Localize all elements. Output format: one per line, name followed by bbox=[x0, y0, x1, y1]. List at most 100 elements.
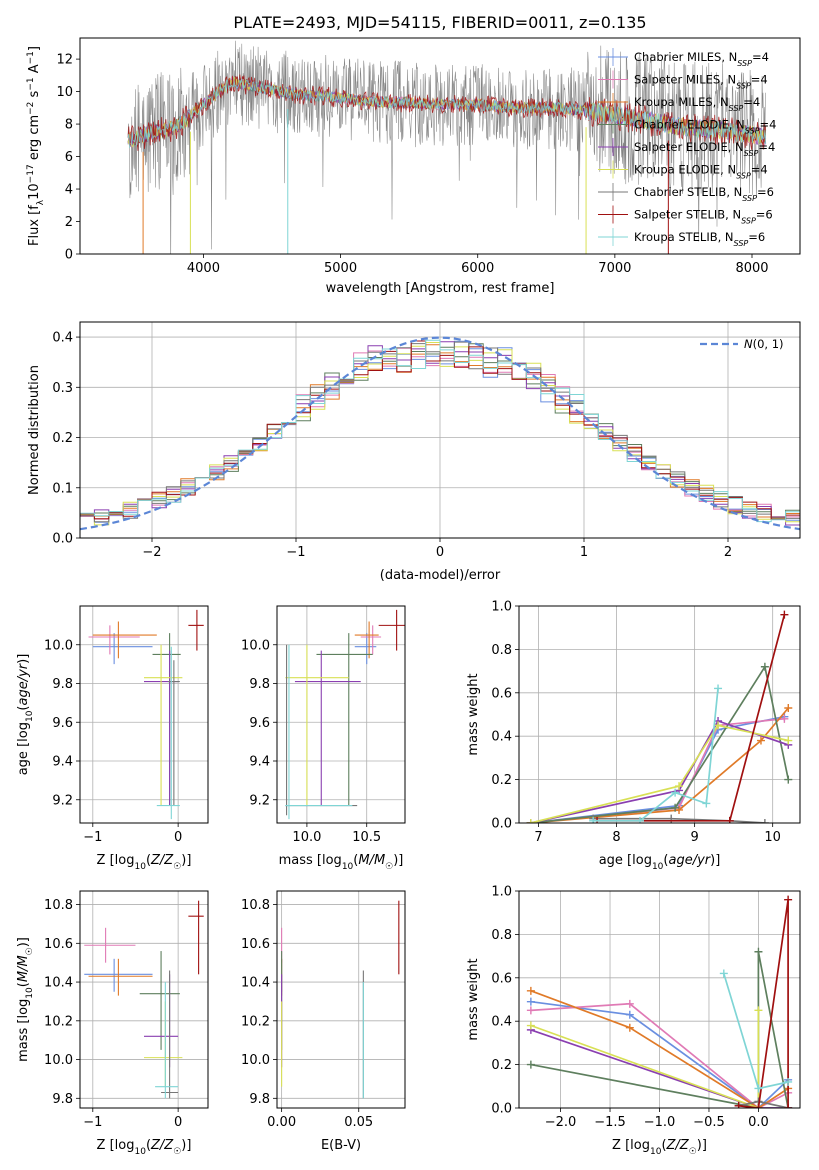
x-axis-label: mass [log10(M/M☉)] bbox=[279, 853, 404, 872]
y-axis-label-part: 10 bbox=[27, 183, 42, 200]
x-axis-label-part: mass [log bbox=[279, 853, 342, 868]
weight-line bbox=[530, 1000, 789, 1108]
legend-label: Salpeter ELODIE, NSSP=4 bbox=[634, 140, 775, 158]
y-tick-label: 9.6 bbox=[52, 716, 73, 731]
weight-line bbox=[530, 664, 790, 823]
x-axis-label-part: Z/Z bbox=[666, 1138, 690, 1153]
y-tick-label: 0.3 bbox=[52, 381, 73, 396]
weight-marker bbox=[784, 736, 793, 745]
weight-marker bbox=[784, 1104, 793, 1108]
weight-marker bbox=[625, 1010, 634, 1019]
legend-label-part: SSP bbox=[734, 239, 749, 248]
y-axis-label-part: ] bbox=[27, 46, 42, 51]
weight-line bbox=[530, 1002, 789, 1108]
x-tick-label: 0 bbox=[174, 1115, 182, 1130]
x-tick-label: −2 bbox=[142, 545, 161, 560]
figure-title: PLATE=2493, MJD=54115, FIBERID=0011, z=0… bbox=[233, 13, 646, 32]
x-tick-label: 8 bbox=[612, 830, 620, 845]
plot-area-spectrum bbox=[127, 40, 767, 254]
y-axis-label-part: 10 bbox=[25, 710, 35, 722]
weight-marker bbox=[671, 803, 680, 812]
weight-line bbox=[530, 707, 789, 823]
x-axis-label-part: ( bbox=[146, 853, 151, 868]
y-tick-label: 10.0 bbox=[241, 1053, 270, 1068]
weight-marker bbox=[784, 703, 793, 712]
legend-label-part: =4 bbox=[751, 163, 768, 177]
weight-marker bbox=[589, 816, 598, 823]
x-tick-label: −1 bbox=[286, 545, 305, 560]
y-tick-label: 10.4 bbox=[241, 976, 270, 991]
x-axis-label-part: )] bbox=[393, 853, 403, 868]
weight-marker bbox=[754, 947, 763, 956]
weight-marker bbox=[526, 986, 535, 995]
x-axis-label-part: Z [log bbox=[97, 853, 135, 868]
x-axis-label-part: ( bbox=[353, 853, 358, 868]
legend-label-part: SSP bbox=[737, 59, 752, 68]
weight-marker bbox=[719, 969, 728, 978]
weight-marker bbox=[635, 816, 644, 823]
y-axis-label: Normed distribution bbox=[27, 365, 42, 495]
legend-label: Salpeter STELIB, NSSP=6 bbox=[634, 208, 773, 226]
plot-area-weight_vs_age bbox=[526, 610, 793, 823]
y-tick-label: 10.8 bbox=[241, 898, 270, 913]
x-tick-label: −2.0 bbox=[545, 1115, 577, 1130]
x-axis-label: Z [log10(Z/Z☉)] bbox=[97, 853, 192, 872]
x-axis-label-part: )] bbox=[181, 1138, 191, 1153]
legend-label-part: =6 bbox=[756, 208, 773, 222]
x-axis-label-part: 10 bbox=[342, 862, 354, 872]
weight-marker bbox=[526, 1006, 535, 1015]
weight-marker bbox=[625, 1023, 634, 1032]
x-tick-label: 1 bbox=[580, 545, 588, 560]
weight-marker bbox=[784, 775, 793, 784]
x-axis-label-part: 10 bbox=[134, 1147, 146, 1157]
legend-label: Salpeter MILES, NSSP=4 bbox=[634, 73, 768, 91]
axes-residuals: −2 −1 0 1 2 0.0 0.1 0.2 0.3 0.4 bbox=[52, 321, 801, 560]
x-axis-label-part: ☉ bbox=[385, 862, 393, 872]
legend-label-part: =4 bbox=[743, 95, 760, 109]
x-tick-label: −0.5 bbox=[693, 1115, 725, 1130]
y-tick-label: 10.8 bbox=[44, 898, 73, 913]
x-axis-label-part: Z/Z bbox=[150, 1138, 174, 1153]
plot-area-residuals bbox=[80, 336, 800, 531]
axes-frame bbox=[518, 605, 801, 824]
weight-marker bbox=[671, 788, 680, 797]
x-tick-label: −1.0 bbox=[644, 1115, 676, 1130]
y-tick-label: 8 bbox=[65, 118, 73, 133]
x-axis-label-part: ( bbox=[146, 1138, 151, 1153]
weight-marker bbox=[725, 816, 734, 823]
y-tick-label: 0.2 bbox=[491, 773, 512, 788]
axes-spectrum: 4000 5000 6000 7000 8000 0 2 4 6 8 10 12 bbox=[56, 37, 801, 276]
y-tick-label: 10.0 bbox=[44, 1053, 73, 1068]
y-tick-label: 2 bbox=[65, 215, 73, 230]
legend-label-part: Chabrier STELIB, N bbox=[634, 185, 742, 199]
y-tick-label: 10.6 bbox=[44, 937, 73, 952]
x-axis-label-part: ( bbox=[661, 1138, 666, 1153]
weight-line bbox=[593, 817, 765, 823]
y-tick-label: 0.8 bbox=[491, 928, 512, 943]
y-tick-label: 9.2 bbox=[249, 793, 270, 808]
y-tick-label: 10.6 bbox=[241, 937, 270, 952]
y-tick-label: 6 bbox=[65, 150, 73, 165]
y-tick-label: 0.0 bbox=[52, 532, 73, 547]
x-tick-label: 0.00 bbox=[267, 1115, 296, 1130]
normal-curve bbox=[80, 336, 800, 531]
weight-marker bbox=[675, 782, 684, 791]
legend-label: Chabrier MILES, NSSP=4 bbox=[634, 50, 769, 68]
weight-marker bbox=[784, 895, 793, 904]
legend-label: Kroupa MILES, NSSP=4 bbox=[634, 95, 760, 113]
x-tick-label: −1 bbox=[83, 830, 102, 845]
weight-marker bbox=[526, 819, 535, 823]
y-axis-label-part: age/yr bbox=[16, 662, 31, 705]
y-tick-label: 9.8 bbox=[249, 1092, 270, 1107]
x-tick-label: 6000 bbox=[461, 261, 494, 276]
y-axis-label: mass weight bbox=[466, 958, 481, 1040]
weight-line bbox=[530, 1029, 789, 1108]
y-axis-label-part: M/M bbox=[16, 955, 31, 982]
y-axis-label-part: erg cm bbox=[27, 115, 42, 164]
y-axis-label-part: )] bbox=[16, 654, 31, 664]
x-axis-label-part: 10 bbox=[652, 862, 664, 872]
weight-marker bbox=[754, 1084, 763, 1093]
plot-area-age_vs_mass bbox=[285, 609, 405, 820]
legend-label-part: =4 bbox=[758, 140, 775, 154]
spectrum-line-8 bbox=[127, 78, 767, 149]
